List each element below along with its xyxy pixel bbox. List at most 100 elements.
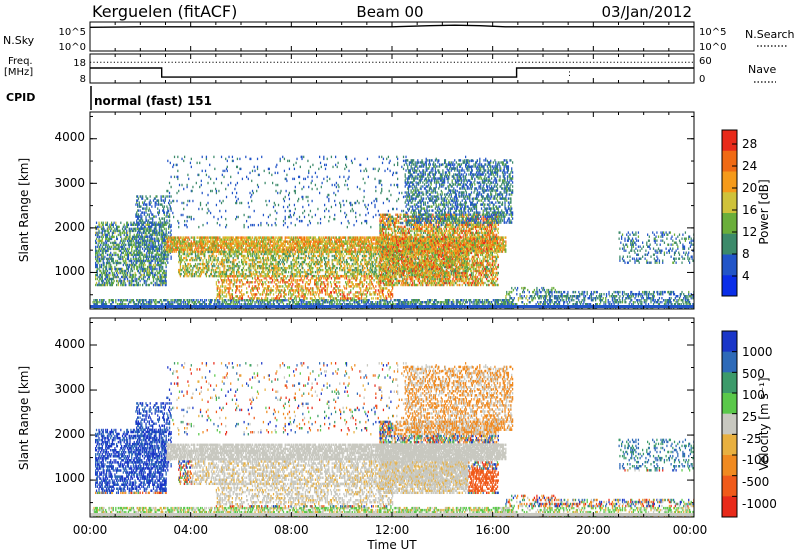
power-data-cell <box>151 256 152 258</box>
power-data-cell <box>169 199 170 201</box>
power-data-cell <box>139 201 140 203</box>
power-data-cell <box>197 236 198 238</box>
power-data-cell <box>145 276 146 278</box>
power-data-cell <box>345 236 346 238</box>
freq-tick-bottom: 8 <box>80 74 86 85</box>
power-data-cell <box>244 299 245 301</box>
power-data-cell <box>244 236 245 238</box>
power-data-cell <box>150 262 151 264</box>
power-data-cell <box>171 195 172 197</box>
power-data-cell <box>103 234 104 236</box>
power-data-cell <box>134 260 135 262</box>
power-data-cell <box>150 246 151 248</box>
power-data-cell <box>121 280 122 282</box>
power-data-cell <box>166 234 167 236</box>
power-data-cell <box>191 236 192 238</box>
power-data-cell <box>395 299 396 301</box>
power-data-cell <box>158 276 159 278</box>
power-data-cell <box>159 229 160 231</box>
power-data-cell <box>140 231 141 233</box>
power-data-cell <box>168 254 169 256</box>
nsky-panel: N.Sky 10^5 10^0 10^5 10^0 N.Search <box>3 22 795 53</box>
power-data-cell <box>471 301 472 303</box>
power-data-cell <box>136 262 137 264</box>
power-data-cell <box>408 301 409 303</box>
power-data-cell <box>99 236 100 238</box>
power-data-cell <box>164 205 165 207</box>
power-data-cell <box>124 232 125 234</box>
power-data-cell <box>149 213 150 215</box>
power-data-cell <box>171 207 172 209</box>
power-data-cell <box>204 299 205 301</box>
power-data-cell <box>98 226 99 228</box>
power-data-cell <box>166 264 167 266</box>
power-data-cell <box>155 238 156 240</box>
power-data-cell <box>159 240 160 242</box>
power-data-cell <box>140 246 141 248</box>
power-data-cell <box>252 236 253 238</box>
power-data-cell <box>161 260 162 262</box>
power-data-cell <box>161 248 162 250</box>
power-data-cell <box>103 262 104 264</box>
power-data-cell <box>168 231 169 233</box>
power-data-cell <box>100 260 101 262</box>
power-data-cell <box>134 250 135 252</box>
power-data-cell <box>149 252 150 254</box>
power-data-cell <box>155 264 156 266</box>
power-data-cell <box>482 299 483 301</box>
power-data-cell <box>369 299 370 301</box>
power-data-cell <box>140 258 141 260</box>
power-data-cell <box>109 272 110 274</box>
power-data-cell <box>161 229 162 231</box>
power-data-cell <box>171 299 172 301</box>
power-data-cell <box>150 229 151 231</box>
power-data-cell <box>127 278 128 280</box>
power-data-cell <box>438 301 439 303</box>
power-data-cell <box>162 217 163 219</box>
power-data-cell <box>115 252 116 254</box>
power-data-cell <box>137 203 138 205</box>
power-data-cell <box>143 256 144 258</box>
power-data-cell <box>118 276 119 278</box>
nsky-tick-bottom: 10^0 <box>59 42 86 53</box>
power-data-cell <box>99 232 100 234</box>
power-data-cell <box>118 299 119 301</box>
power-data-cell <box>153 284 154 286</box>
power-scatter-data <box>90 156 694 310</box>
power-data-cell <box>162 223 163 225</box>
power-data-cell <box>172 299 173 301</box>
date-title: 03/Jan/2012 <box>602 3 693 21</box>
power-data-cell <box>103 299 104 301</box>
power-data-cell <box>122 268 123 270</box>
power-data-cell <box>167 207 168 209</box>
power-data-cell <box>169 213 170 215</box>
cpid-value: normal (fast) 151 <box>94 94 212 108</box>
power-data-cell <box>158 254 159 256</box>
power-data-cell <box>186 240 187 242</box>
power-data-cell <box>125 244 126 246</box>
power-data-cell <box>135 284 136 286</box>
power-data-cell <box>140 242 141 244</box>
power-data-cell <box>453 301 454 303</box>
nsearch-tick-top: 10^5 <box>699 27 726 38</box>
power-data-cell <box>111 228 112 230</box>
power-data-cell <box>162 266 163 268</box>
power-data-cell <box>166 254 167 256</box>
power-data-cell <box>143 207 144 209</box>
power-data-cell <box>113 226 114 228</box>
power-data-cell <box>137 195 138 197</box>
power-data-cell <box>430 299 431 301</box>
power-data-cell <box>147 240 148 242</box>
freq-label: Freq. <box>8 56 33 67</box>
power-data-cell <box>96 242 97 244</box>
power-data-cell <box>99 226 100 228</box>
power-data-cell <box>175 236 176 238</box>
nsky-label: N.Sky <box>3 34 35 47</box>
power-data-cell <box>116 284 117 286</box>
power-data-cell <box>150 195 151 197</box>
power-data-cell <box>112 268 113 270</box>
power-data-cell <box>155 262 156 264</box>
power-data-cell <box>334 301 335 303</box>
power-data-cell <box>171 256 172 258</box>
power-data-cell <box>142 211 143 213</box>
